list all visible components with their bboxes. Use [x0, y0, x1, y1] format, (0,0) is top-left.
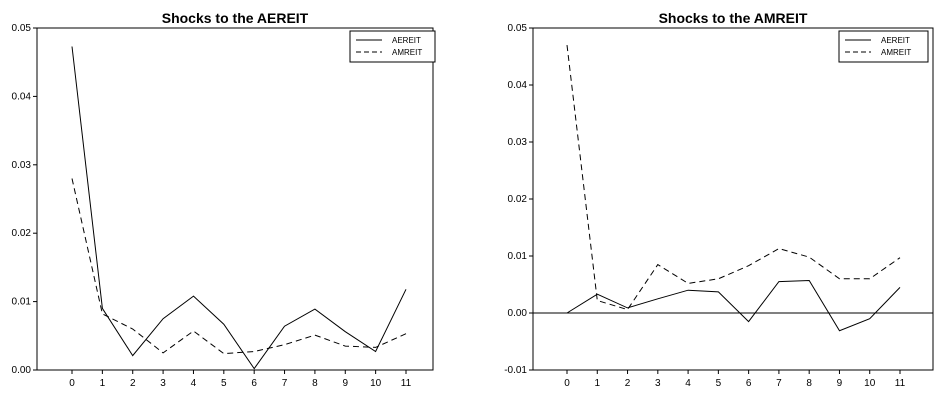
x-tick-label: 9 — [837, 378, 843, 389]
series-line-amreit — [71, 178, 407, 355]
series-line-amreit — [566, 45, 901, 311]
y-tick-label: -0.01 — [504, 365, 527, 376]
amreit-chart: Shocks to the AMREIT -0.01 0.00 0.01 0.02 0.0… — [504, 10, 934, 389]
x-tick-label: 5 — [716, 378, 722, 389]
y-tick-label: 0.05 — [508, 23, 528, 34]
legend: AEREIT AMREIT — [838, 30, 929, 63]
y-tick-label: 0.03 — [12, 160, 32, 171]
x-tick-label: 6 — [251, 378, 257, 389]
x-tick-label: 4 — [685, 378, 691, 389]
y-tick-label: 0.00 — [508, 308, 528, 319]
x-tick-label: 7 — [282, 378, 288, 389]
plot-frame — [532, 27, 934, 371]
x-tick-label: 10 — [864, 378, 876, 389]
x-tick-label: 10 — [370, 378, 382, 389]
x-tick-label: 2 — [130, 378, 136, 389]
x-tick-label: 5 — [221, 378, 227, 389]
legend-label: AMREIT — [881, 48, 911, 57]
y-tick-label: 0.04 — [508, 80, 528, 91]
y-tick-label: 0.01 — [508, 251, 528, 262]
y-tick-label: 0.02 — [508, 194, 528, 205]
x-tick-label: 2 — [625, 378, 631, 389]
legend-box — [349, 30, 436, 63]
chart-title: Shocks to the AMREIT — [659, 10, 808, 26]
legend-box — [838, 30, 929, 63]
series-line-aereit — [71, 46, 407, 370]
x-tick-label: 7 — [776, 378, 782, 389]
x-tick-label: 0 — [69, 378, 75, 389]
x-tick-label: 1 — [100, 378, 106, 389]
legend-label: AEREIT — [392, 36, 421, 45]
y-tick-label: 0.01 — [12, 297, 32, 308]
x-tick-label: 11 — [895, 378, 906, 389]
y-tick-label: 0.00 — [12, 365, 32, 376]
y-tick-label: 0.03 — [508, 137, 528, 148]
chart-title: Shocks to the AEREIT — [162, 10, 309, 26]
legend-label: AMREIT — [392, 48, 422, 57]
x-tick-label: 4 — [191, 378, 197, 389]
x-tick-label: 0 — [564, 378, 570, 389]
x-tick-label: 11 — [401, 378, 412, 389]
legend-label: AEREIT — [881, 36, 910, 45]
y-tick-label: 0.05 — [12, 23, 32, 34]
x-tick-label: 8 — [806, 378, 812, 389]
legend: AEREIT AMREIT — [349, 30, 436, 63]
y-tick-label: 0.02 — [12, 228, 32, 239]
x-tick-label: 9 — [342, 378, 348, 389]
aereit-chart: Shocks to the AEREIT 0.00 0.01 0.02 0.03 0.04… — [12, 10, 436, 389]
x-tick-label: 3 — [160, 378, 166, 389]
x-tick-label: 1 — [594, 378, 600, 389]
y-tick-label: 0.04 — [12, 91, 32, 102]
plot-frame — [36, 27, 434, 371]
x-tick-label: 6 — [746, 378, 752, 389]
x-tick-label: 8 — [312, 378, 318, 389]
series-line-aereit — [566, 279, 901, 332]
x-tick-label: 3 — [655, 378, 661, 389]
